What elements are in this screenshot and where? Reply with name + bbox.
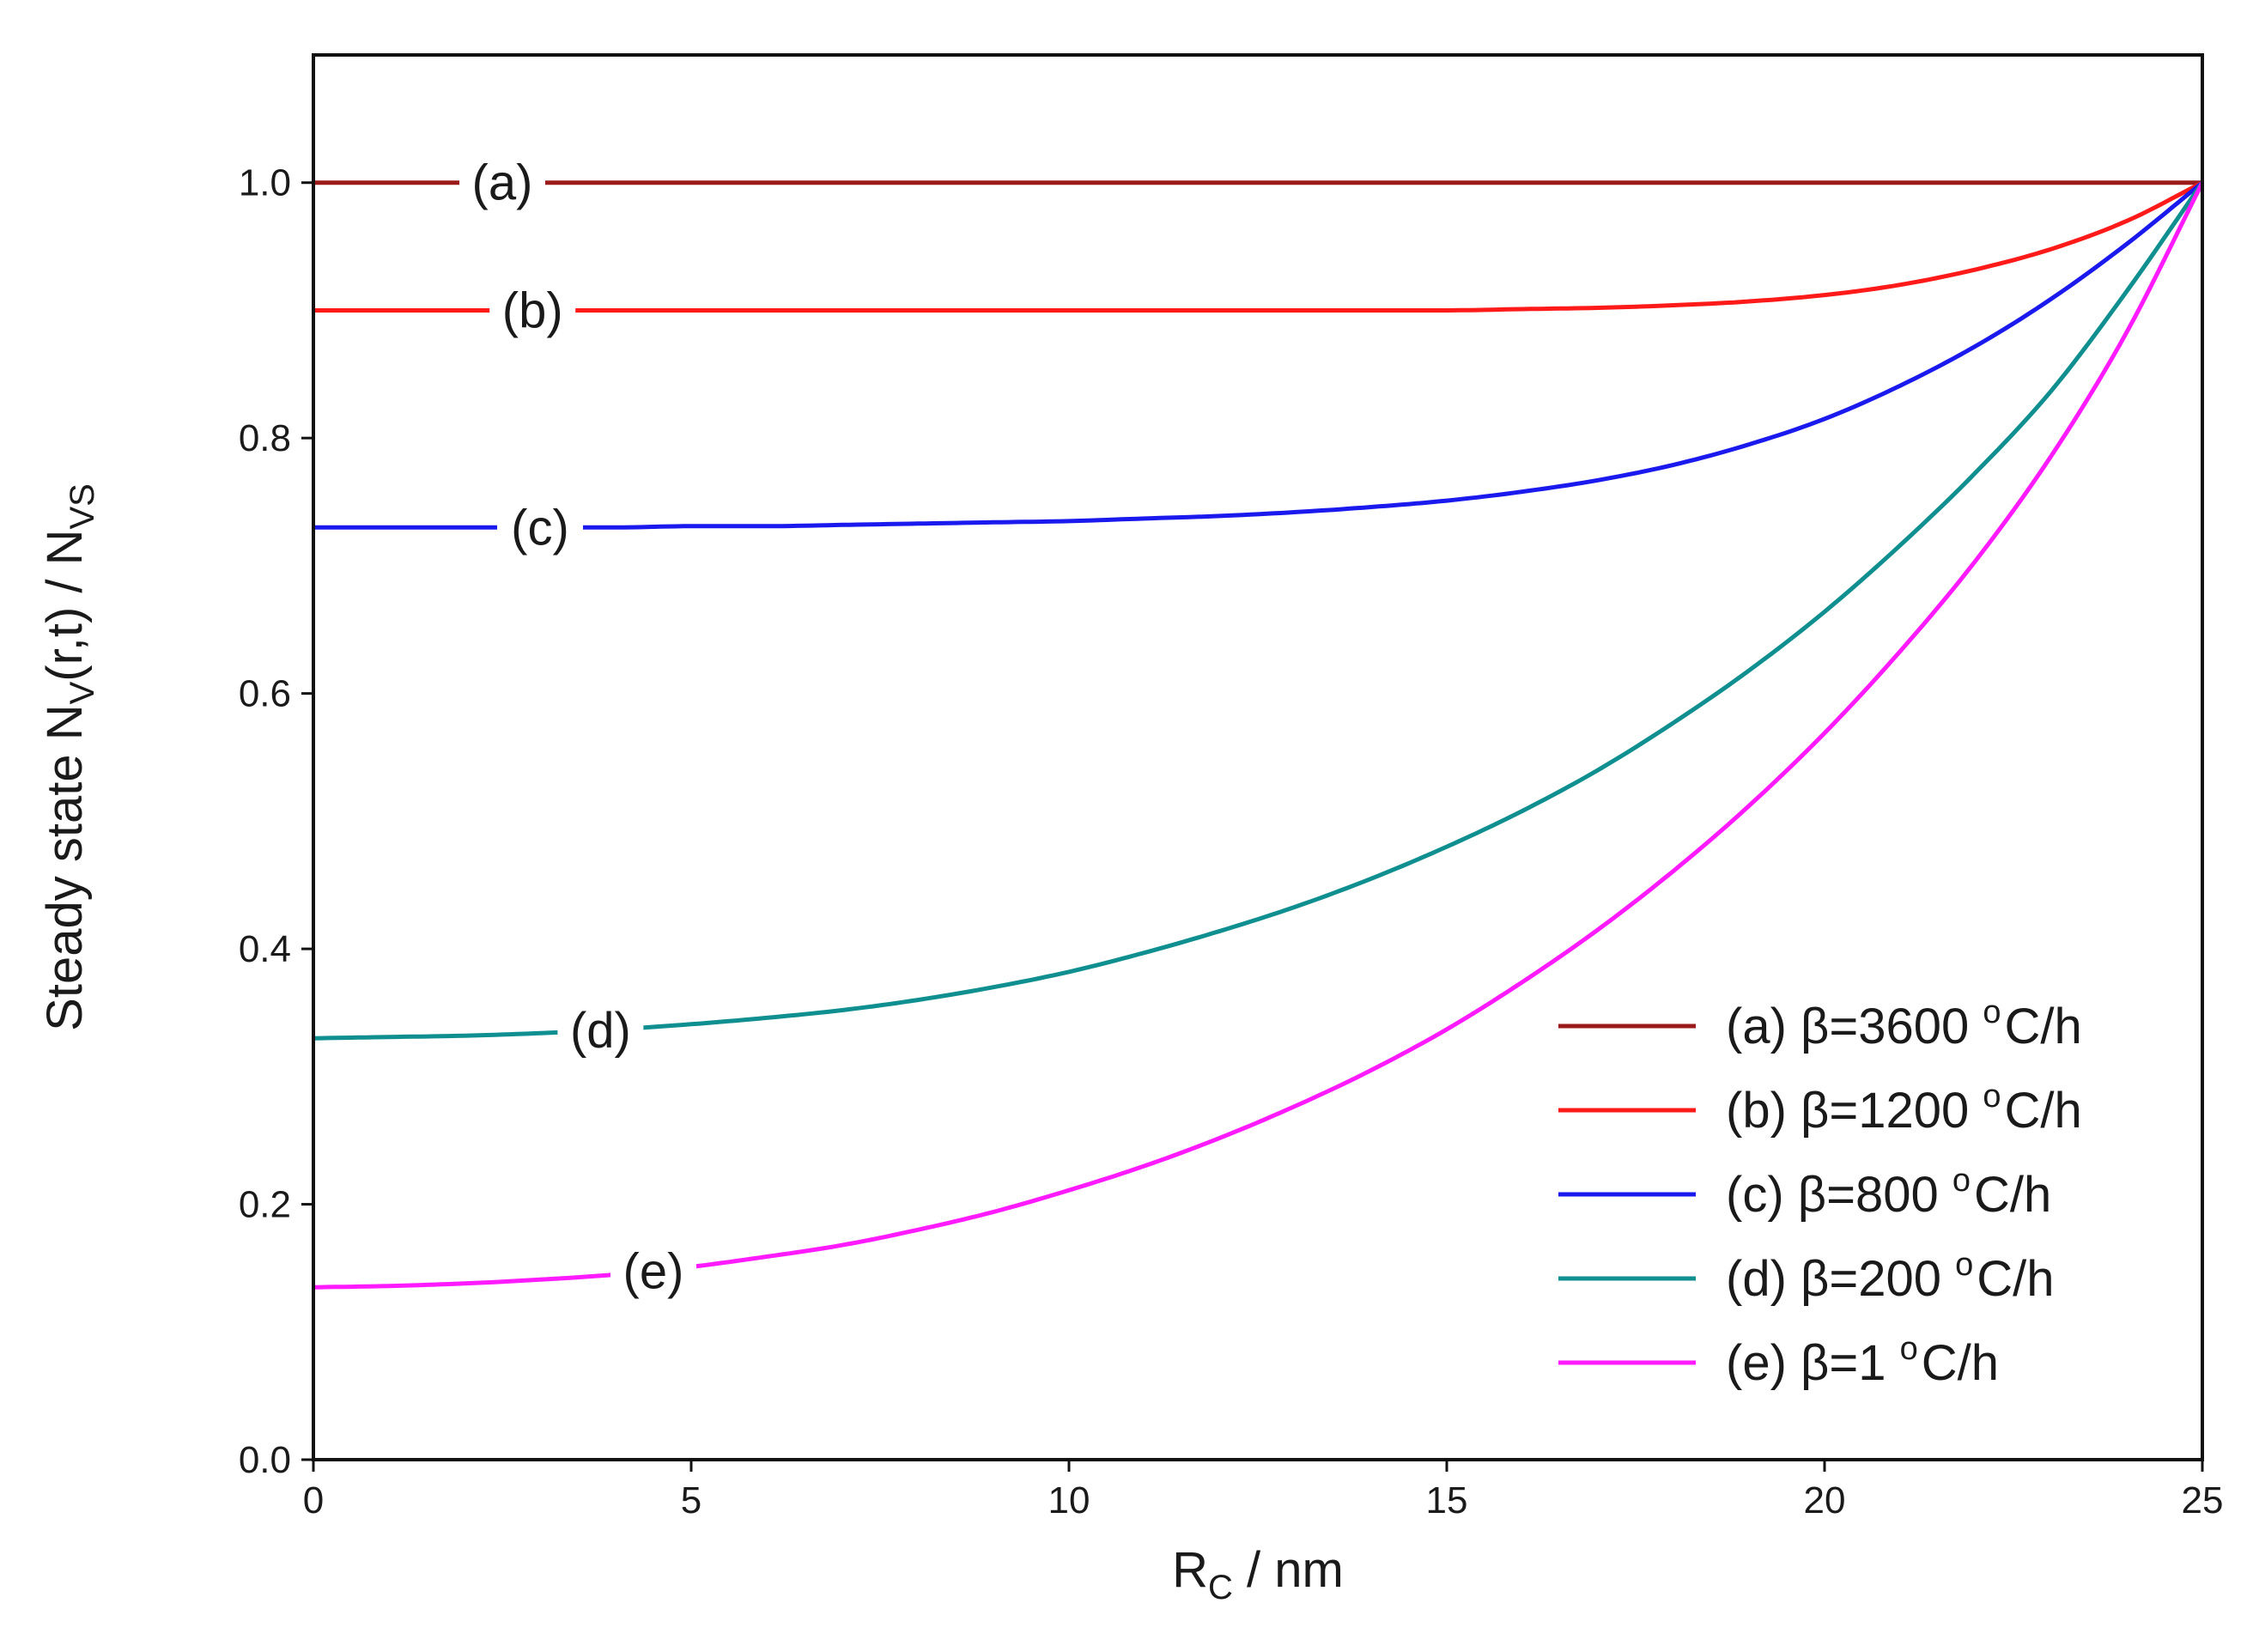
x-tick-label: 25 <box>2182 1479 2224 1521</box>
y-axis-title-subscript2: VS <box>64 483 101 529</box>
legend-item: (a) β=3600 oC/h <box>1558 994 2082 1054</box>
y-tick-label: 0.6 <box>239 673 291 715</box>
y-tick-label: 0.4 <box>239 928 291 970</box>
curve-tag-background <box>489 281 576 340</box>
curve-tag-background <box>557 1000 644 1060</box>
legend-item: (b) β=1200 oC/h <box>1558 1078 2082 1139</box>
x-axis-title-subscript: C <box>1208 1569 1233 1606</box>
curve-tag-background <box>459 153 545 212</box>
x-tick-label: 5 <box>681 1479 701 1521</box>
curve-tag-e: (e) <box>623 1243 684 1299</box>
x-tick-label: 10 <box>1048 1479 1090 1521</box>
x-axis-ticks <box>312 1460 2204 1472</box>
x-tick-label: 20 <box>1804 1479 1846 1521</box>
y-axis-title-subscript1: V <box>64 681 101 704</box>
legend-label: (a) β=3600 oC/h <box>1726 994 2082 1054</box>
plot-area-frame <box>312 53 2204 1461</box>
y-tick-label: 0.0 <box>239 1439 291 1481</box>
y-axis-tick-labels: 0.0 0.2 0.4 0.6 0.8 1.0 <box>239 162 291 1481</box>
legend-label: (d) β=200 oC/h <box>1726 1247 2055 1307</box>
x-axis-title-main: R <box>1172 1542 1208 1598</box>
y-axis-title-part2: (r,t) / N <box>37 530 93 682</box>
x-axis-title-rest: / nm <box>1233 1542 1344 1598</box>
x-axis-tick-labels: 0 5 10 15 20 25 <box>303 1479 2224 1521</box>
legend-item: (e) β=1 oC/h <box>1558 1331 1999 1391</box>
series-line-c <box>313 180 2204 530</box>
y-tick-label: 0.8 <box>239 417 291 459</box>
curve-tag-a: (a) <box>472 155 533 211</box>
curve-tag-background <box>610 1242 696 1301</box>
y-axis-title: Steady state NV(r,t) / NVS <box>37 483 101 1031</box>
legend-label: (e) β=1 oC/h <box>1726 1331 1999 1391</box>
curve-tag-background <box>497 498 583 557</box>
legend-item: (d) β=200 oC/h <box>1558 1247 2055 1307</box>
legend-label: (b) β=1200 oC/h <box>1726 1078 2082 1139</box>
legend-item: (c) β=800 oC/h <box>1558 1163 2051 1223</box>
x-tick-label: 15 <box>1426 1479 1468 1521</box>
curve-tag-c: (c) <box>511 500 569 556</box>
x-tick-label: 0 <box>303 1479 324 1521</box>
curve-tag-d: (d) <box>570 1003 631 1059</box>
legend: (a) β=3600 oC/h (b) β=1200 oC/h (c) β=800 … <box>1558 994 2082 1391</box>
series-line-b <box>313 180 2204 313</box>
curve-tags: (a) (b) (c) (d) (e) <box>459 153 696 1301</box>
y-tick-label: 0.2 <box>239 1184 291 1226</box>
curve-tag-b: (b) <box>502 282 563 338</box>
y-axis-title-part1: Steady state N <box>37 704 93 1030</box>
y-tick-label: 1.0 <box>239 162 291 204</box>
legend-label: (c) β=800 oC/h <box>1726 1163 2051 1223</box>
x-axis-title: RC / nm <box>1172 1542 1344 1606</box>
y-axis-ticks <box>301 181 313 1461</box>
